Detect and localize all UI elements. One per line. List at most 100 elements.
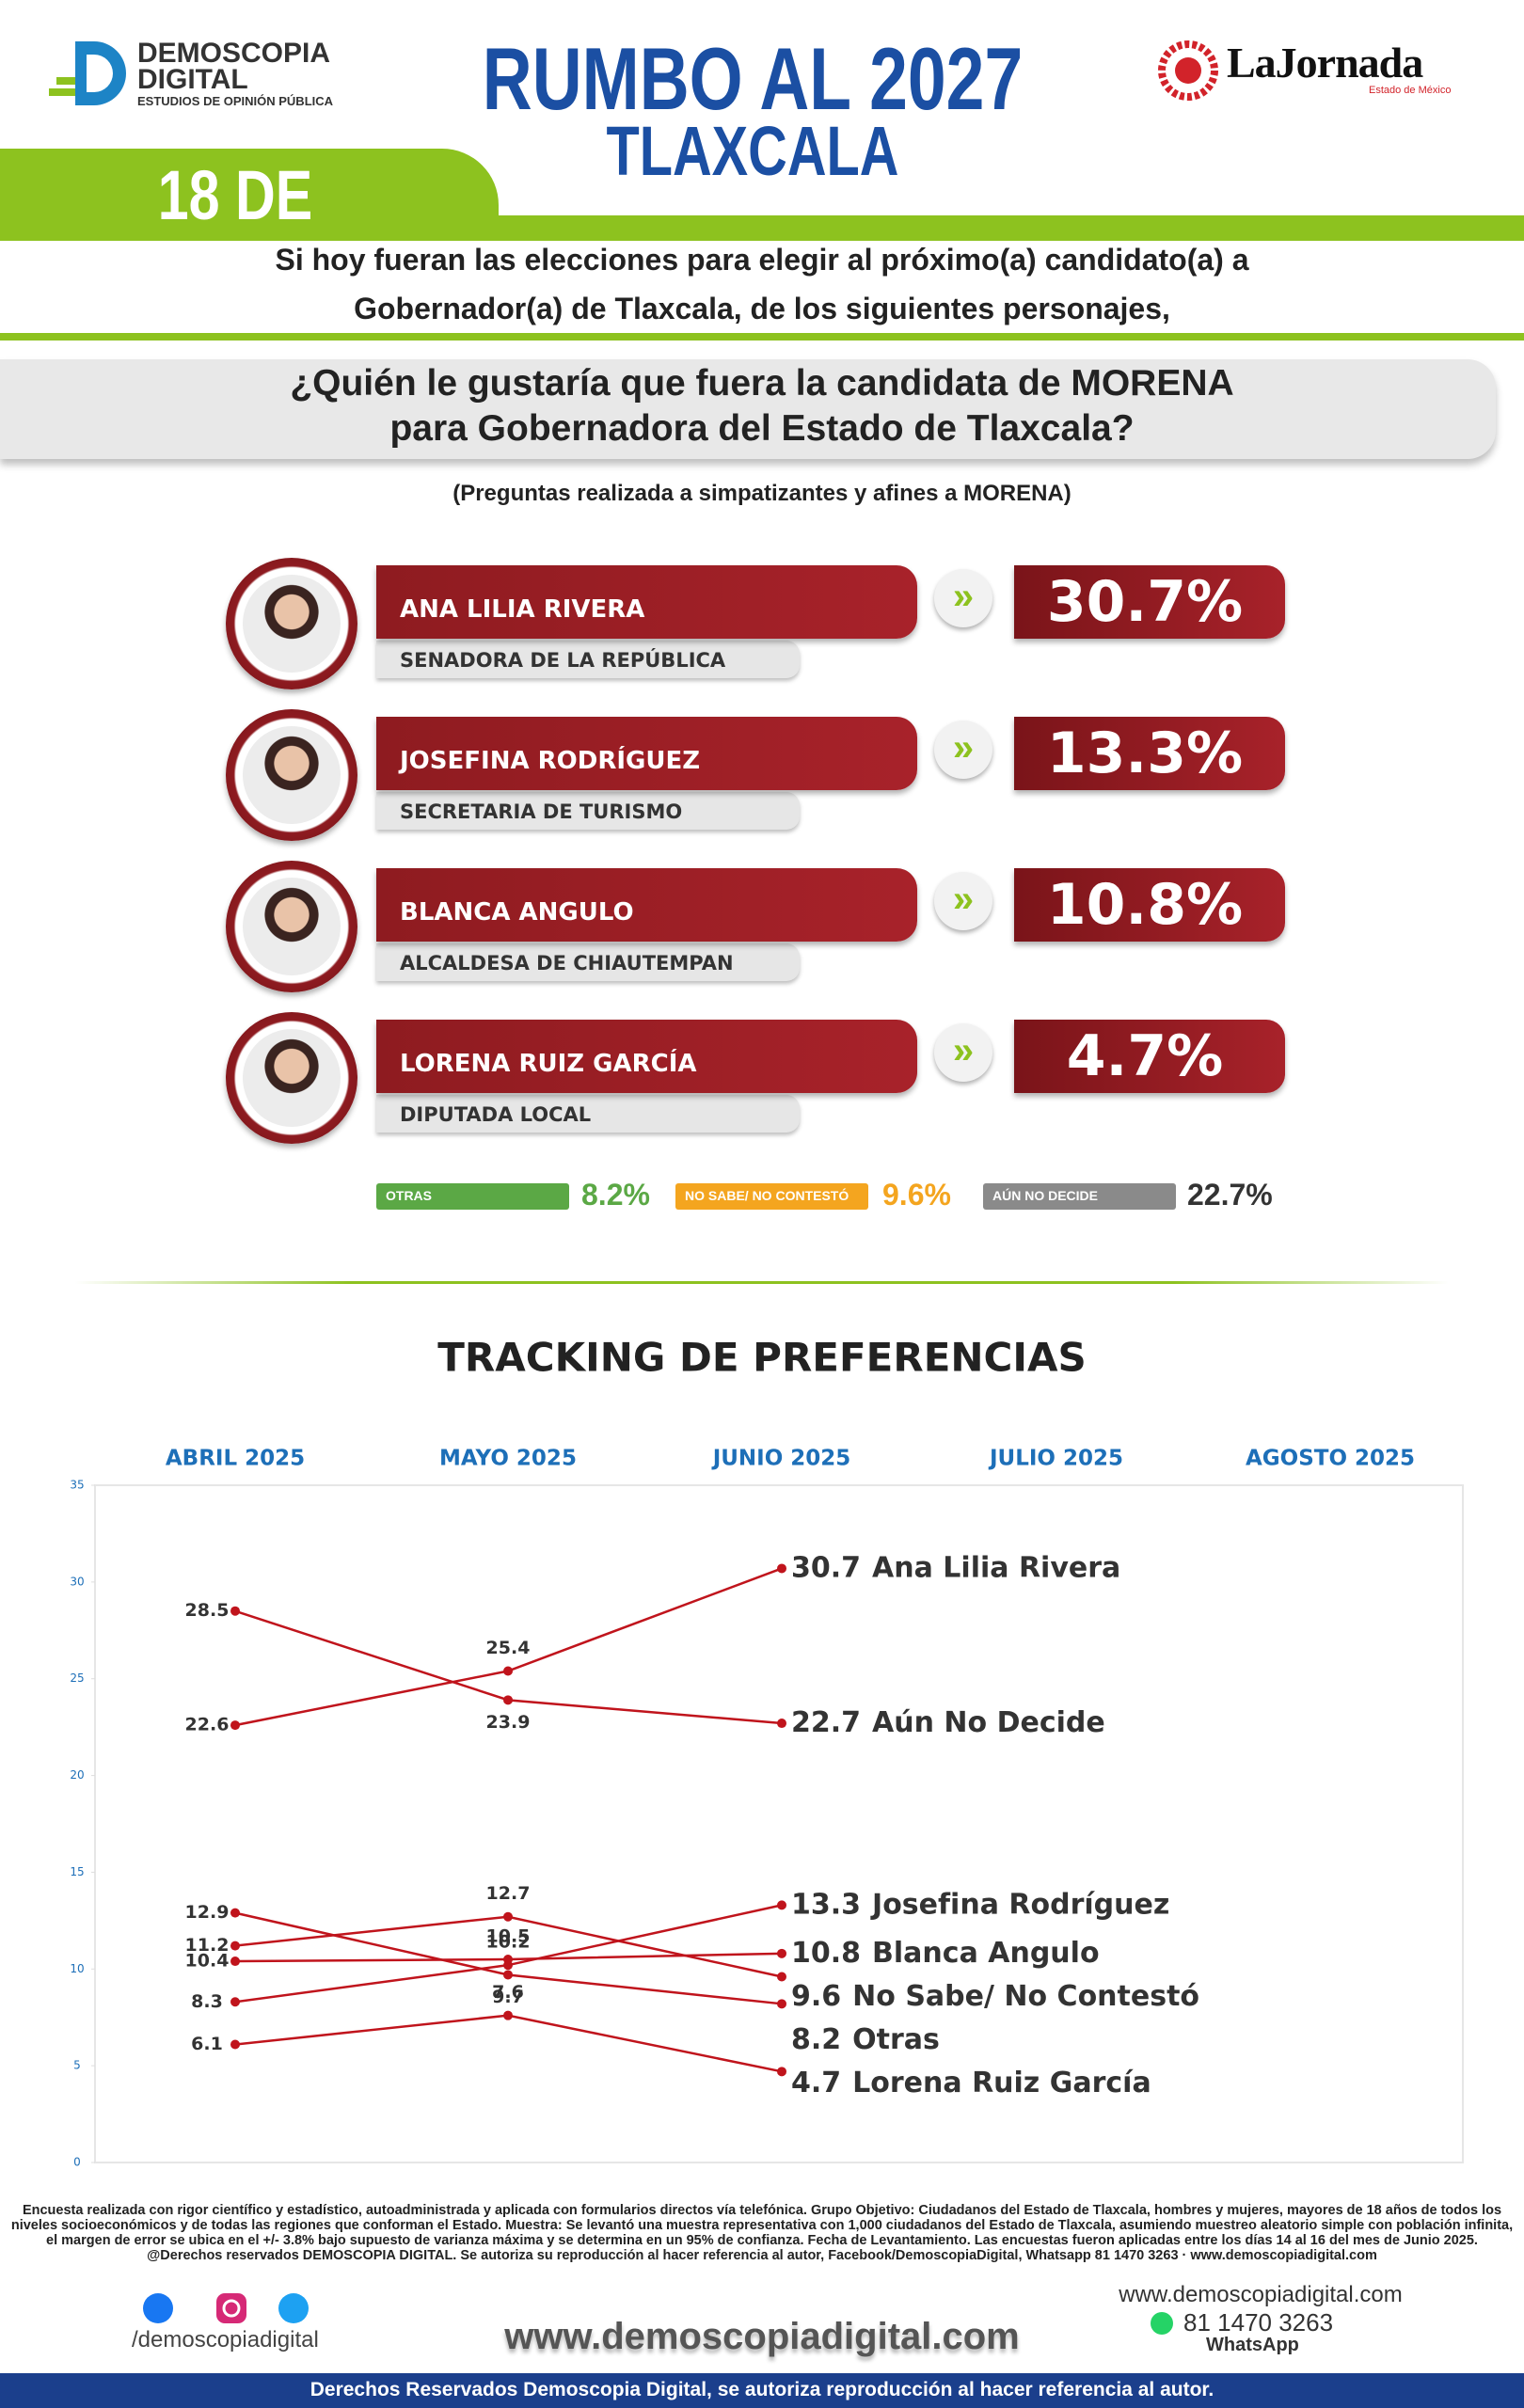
point-label: 10.2 (486, 1932, 531, 1953)
logo-name-2: DIGITAL (137, 64, 248, 95)
y-tick-label: 20 (70, 1768, 84, 1782)
partner-emblem (1158, 40, 1218, 101)
other-bar (376, 1183, 569, 1210)
end-value: 30.7 (791, 1551, 861, 1584)
point (777, 1563, 786, 1574)
chart-title: TRACKING DE PREFERENCIAS (437, 1335, 1087, 1381)
candidate-percent: 30.7% (1046, 569, 1244, 635)
footer-bar (0, 2373, 1524, 2408)
point-label: 28.5 (185, 1600, 230, 1621)
series-name: Lorena Ruiz García (852, 2066, 1151, 2099)
role-bar (376, 943, 800, 981)
question-line: para Gobernadora del Estado de Tlaxcala? (389, 408, 1135, 449)
role-bar (376, 1095, 800, 1133)
plot-frame (94, 1484, 1464, 2163)
name-bar (376, 868, 917, 942)
end-value: 9.6 (791, 1979, 841, 2012)
other-label: NO SABE/ NO CONTESTÓ (685, 1188, 849, 1203)
chevron: » (934, 569, 992, 627)
y-tick-label: 10 (70, 1962, 84, 1975)
point (777, 2067, 786, 2077)
end-label: 9.6 No Sabe/ No Contestó (791, 1979, 1199, 2012)
question-box (0, 359, 1496, 459)
point (230, 1908, 240, 1918)
point (777, 1900, 786, 1910)
candidate-percent: 4.7% (1066, 1023, 1224, 1089)
point-label: 25.4 (486, 1638, 531, 1658)
percent-box (1014, 565, 1285, 639)
candidate-role: DIPUTADA LOCAL (400, 1103, 592, 1126)
point-label: 11.2 (185, 1935, 230, 1956)
x-tick-label: AGOSTO 2025 (1246, 1447, 1415, 1471)
point (230, 1956, 240, 1967)
percent-box (1014, 717, 1285, 790)
point (503, 1955, 513, 1964)
chevron: » (934, 721, 992, 779)
point (777, 1719, 786, 1729)
point (230, 1720, 240, 1731)
social-icons (143, 2293, 309, 2323)
end-value: 4.7 (791, 2066, 841, 2099)
partner-logo: LaJornada Estado de México (1157, 38, 1468, 103)
partner-region: Estado de México (1369, 85, 1452, 96)
point (777, 1972, 786, 1982)
social-handle: /demoscopiadigital (132, 2327, 319, 2353)
website-small: www.demoscopiadigital.com (1119, 2282, 1403, 2307)
logo-name-1: DEMOSCOPIA (137, 38, 331, 69)
candidate-role: ALCALDESA DE CHIAUTEMPAN (400, 952, 734, 974)
point-label: 12.9 (185, 1902, 230, 1923)
candidate-percent: 10.8% (1046, 872, 1244, 938)
candidate-name: JOSEFINA RODRÍGUEZ (400, 747, 701, 775)
other-label: OTRAS (386, 1188, 432, 1203)
point-label: 23.9 (486, 1712, 531, 1733)
chevron: » (934, 1023, 992, 1082)
logo-mark (49, 41, 126, 105)
candidate-role: SENADORA DE LA REPÚBLICA (400, 649, 726, 672)
photo (243, 726, 341, 824)
sub-title: TLAXCALA (606, 112, 899, 190)
x-tick-label: ABRIL 2025 (166, 1447, 305, 1471)
end-label: 10.8 Blanca Angulo (791, 1936, 1100, 1969)
whatsapp-label: WhatsApp (1206, 2335, 1299, 2355)
point (777, 1999, 786, 2009)
end-label: 30.7 Ana Lilia Rivera (791, 1551, 1120, 1584)
series-name: Josefina Rodríguez (870, 1888, 1169, 1921)
series-name: No Sabe/ No Contestó (852, 1979, 1199, 2012)
partner-name: LaJornada (1227, 39, 1423, 87)
end-value: 10.8 (791, 1936, 861, 1969)
end-value: 13.3 (791, 1888, 861, 1921)
y-tick-label: 35 (70, 1479, 84, 1492)
candidate-name: ANA LILIA RIVERA (400, 595, 645, 624)
point (503, 1666, 513, 1676)
percent-box (1014, 868, 1285, 942)
other-label: AÚN NO DECIDE (992, 1188, 1099, 1203)
point (230, 1997, 240, 2007)
series-name: Blanca Angulo (872, 1936, 1100, 1969)
photo (243, 878, 341, 975)
logo-tagline: ESTUDIOS DE OPINIÓN PÚBLICA (137, 94, 334, 108)
x-tick-label: JULIO 2025 (988, 1447, 1123, 1471)
chevron: » (934, 872, 992, 930)
separator (75, 1281, 1449, 1284)
point-label: 7.6 (492, 1982, 524, 2003)
y-tick-label: 30 (70, 1575, 84, 1588)
point-label: 8.3 (191, 1991, 223, 2012)
end-label: 4.7 Lorena Ruiz García (791, 2066, 1151, 2099)
end-label: 13.3 Josefina Rodríguez (791, 1888, 1169, 1921)
other-percent: 8.2% (581, 1178, 650, 1212)
point-label: 9.7 (492, 1987, 524, 2007)
rights: Derechos Reservados Demoscopia Digital, … (310, 2379, 1214, 2400)
end-value: 8.2 (791, 2022, 841, 2055)
end-label: 8.2 Otras (791, 2022, 940, 2055)
date-tab (0, 149, 499, 241)
point-label: 12.7 (486, 1883, 531, 1904)
y-tick-label: 15 (70, 1865, 84, 1878)
methodology: Encuesta realizada con rigor científico … (10, 2203, 1514, 2263)
date: 18 DE JUNIO (150, 156, 321, 314)
question-line: ¿Quién le gustaría que fuera la candidat… (290, 363, 1234, 404)
other-percent: 22.7% (1187, 1178, 1273, 1212)
photo (243, 1029, 341, 1127)
candidate-name: LORENA RUIZ GARCÍA (400, 1050, 697, 1078)
